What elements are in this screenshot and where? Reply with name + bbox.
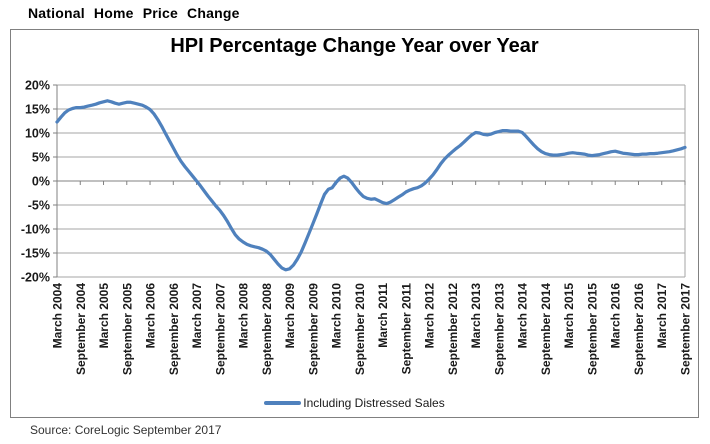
svg-text:-5%: -5%: [28, 199, 50, 213]
svg-text:March 2004: March 2004: [51, 283, 65, 349]
svg-text:March 2005: March 2005: [97, 283, 111, 349]
svg-text:20%: 20%: [25, 79, 50, 93]
chart-container: HPI Percentage Change Year over Year 20%…: [10, 29, 699, 418]
svg-text:September 2006: September 2006: [167, 283, 181, 375]
svg-text:March 2009: March 2009: [283, 283, 297, 349]
svg-text:September 2010: September 2010: [353, 283, 367, 375]
svg-text:September 2008: September 2008: [260, 283, 274, 375]
svg-text:March 2017: March 2017: [655, 283, 669, 349]
svg-text:March 2011: March 2011: [376, 283, 390, 348]
svg-text:September 2013: September 2013: [492, 283, 506, 375]
svg-text:September 2005: September 2005: [120, 283, 134, 375]
svg-text:15%: 15%: [25, 103, 50, 117]
svg-text:September 2004: September 2004: [74, 283, 88, 375]
svg-text:March 2014: March 2014: [516, 283, 530, 349]
svg-text:-20%: -20%: [21, 271, 50, 285]
svg-text:March 2006: March 2006: [144, 283, 158, 349]
svg-text:March 2010: March 2010: [330, 283, 344, 349]
svg-text:March 2008: March 2008: [237, 283, 251, 349]
legend-series-label: Including Distressed Sales: [303, 396, 445, 410]
legend-line-swatch: [264, 401, 302, 405]
svg-text:March 2015: March 2015: [562, 283, 576, 349]
plot-area-svg: 20% 15% 10% 5% 0% -5% -10% -15% -20%March 2004 Se…: [21, 79, 693, 376]
chart-title: HPI Percentage Change Year over Year: [170, 35, 539, 57]
svg-text:September 2012: September 2012: [446, 283, 460, 375]
svg-text:September 2011: September 2011: [399, 283, 413, 375]
svg-text:September 2015: September 2015: [585, 283, 599, 375]
svg-text:0%: 0%: [32, 175, 50, 189]
legend: Including Distressed Sales: [11, 396, 698, 410]
svg-text:September 2014: September 2014: [539, 283, 553, 375]
svg-text:September 2009: September 2009: [306, 283, 320, 375]
svg-text:10%: 10%: [25, 127, 50, 141]
svg-text:September 2016: September 2016: [632, 283, 646, 375]
svg-text:September 2007: September 2007: [213, 283, 227, 375]
svg-text:-10%: -10%: [21, 223, 50, 237]
page-title: National Home Price Change: [28, 5, 240, 21]
svg-text:March 2012: March 2012: [423, 283, 437, 349]
source-note: Source: CoreLogic September 2017: [30, 423, 222, 437]
svg-text:September 2017: September 2017: [679, 283, 693, 375]
svg-text:-15%: -15%: [21, 247, 50, 261]
svg-text:March 2007: March 2007: [190, 283, 204, 349]
svg-text:March 2016: March 2016: [609, 283, 623, 349]
svg-text:March 2013: March 2013: [469, 283, 483, 349]
svg-text:5%: 5%: [32, 151, 50, 165]
